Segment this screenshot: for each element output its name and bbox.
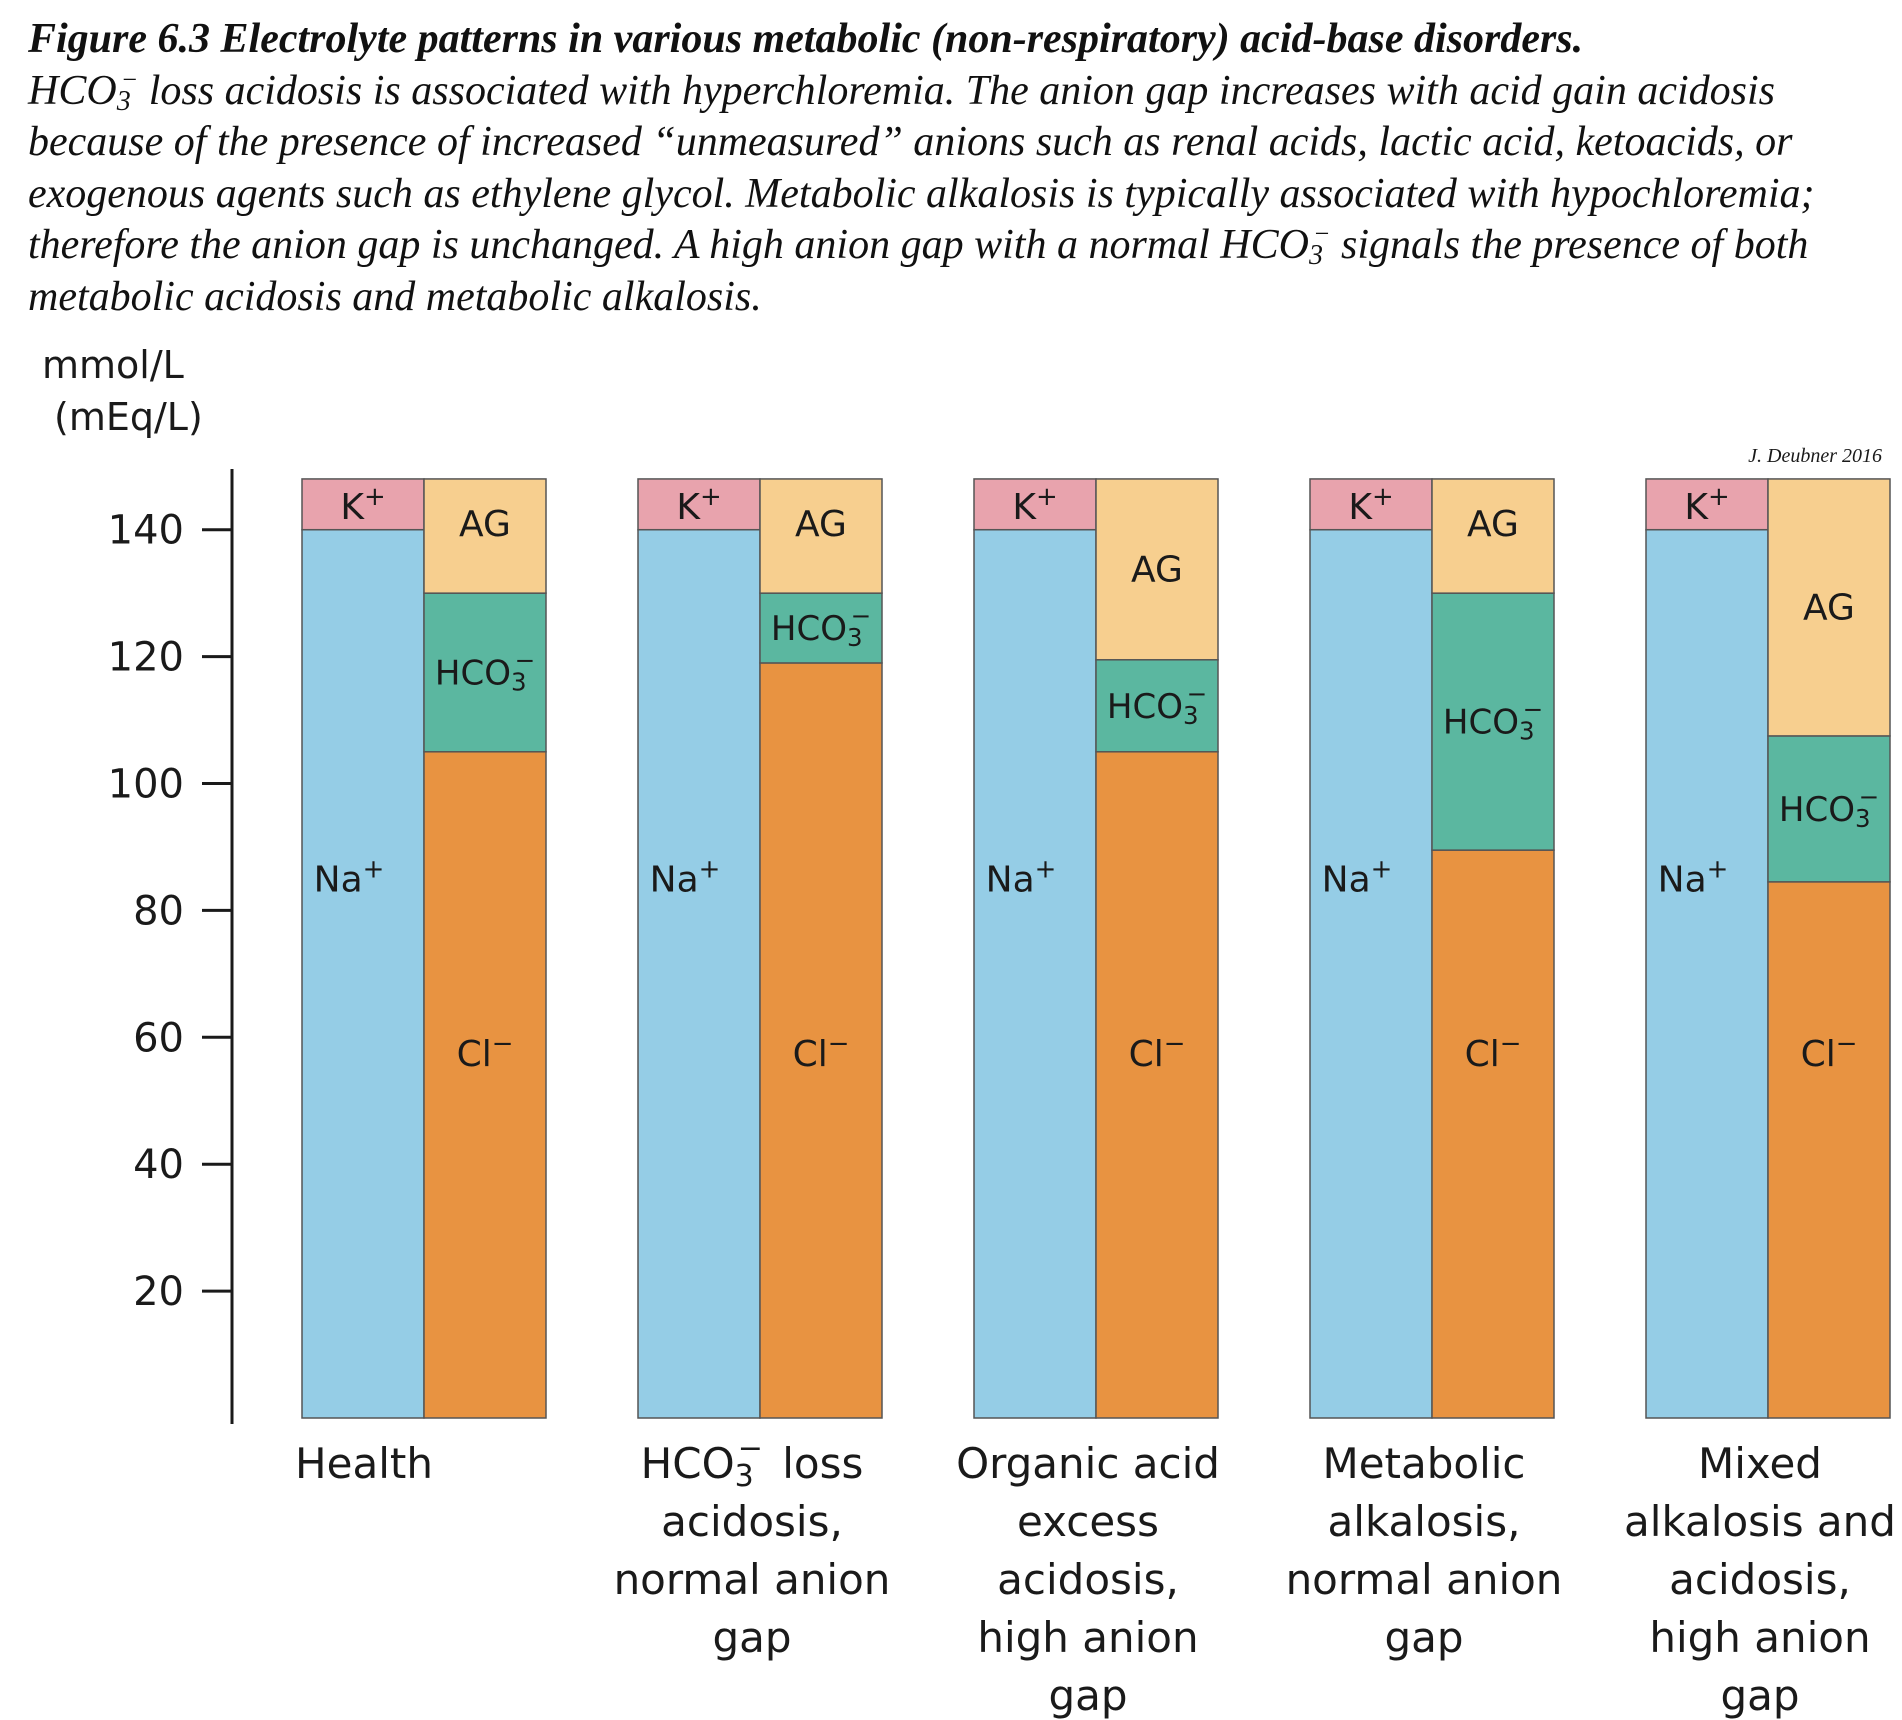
category-label-line: HCO3− loss <box>641 1431 864 1494</box>
y-tick-label: 120 <box>108 635 184 681</box>
bar-group: Na+K+Cl−HCO3−AG <box>637 478 883 1419</box>
segment-label-k: K+ <box>676 482 721 528</box>
bar-segment-na <box>1645 528 1769 1419</box>
bar-group: Na+K+Cl−HCO3−AG <box>973 478 1219 1419</box>
category-label-line: gap <box>1048 1671 1127 1720</box>
caption-fragment: loss acidosis is associated with hyperch… <box>28 67 1815 269</box>
segment-label-na: Na+ <box>314 854 385 900</box>
bar-segment-hco3 <box>423 592 547 753</box>
bar-segment-na <box>637 528 761 1419</box>
bar-segment-ag <box>423 478 547 594</box>
bar-segment-k <box>1309 478 1433 531</box>
bar-segment-na <box>1309 528 1433 1419</box>
category-label-line: gap <box>712 1613 791 1662</box>
segment-label-hco3: HCO3− <box>1779 782 1879 833</box>
bar-group: Na+K+Cl−HCO3−AG <box>1645 478 1891 1419</box>
category-label-line: excess <box>1017 1497 1159 1546</box>
caption-fragment: HCO <box>28 67 117 114</box>
bar-segment-ag <box>1431 478 1555 594</box>
category-label-line: Health <box>295 1439 433 1488</box>
bar-segment-hco3 <box>1767 735 1891 883</box>
segment-label-k: K+ <box>1348 482 1393 528</box>
bar-segment-k <box>637 478 761 531</box>
category-label-line: normal anion <box>614 1555 891 1604</box>
segment-label-ag: AG <box>1467 504 1519 545</box>
segment-label-ag: AG <box>1131 549 1183 590</box>
caption-fragment: 3 <box>1308 240 1323 271</box>
segment-label-k: K+ <box>1684 482 1729 528</box>
category-label-line: acidosis, <box>997 1555 1179 1604</box>
category-label-line: Mixed <box>1698 1439 1822 1488</box>
bar-segment-na <box>973 528 1097 1419</box>
y-tick-label: 80 <box>133 888 184 934</box>
y-axis-unit-label: (mEq/L) <box>54 395 203 439</box>
bar-segment-cl <box>1431 849 1555 1419</box>
figure-caption: Figure 6.3 Electrolyte patterns in vario… <box>28 14 1868 323</box>
segment-label-hco3: HCO3− <box>435 645 535 696</box>
y-axis: 20 40 60 80 100 120 140 mmol/L (mEq/L) <box>42 343 234 1424</box>
category-label-line: gap <box>1384 1613 1463 1662</box>
caption-fragment: 3 <box>116 85 131 117</box>
bar-segment-ag <box>759 478 883 594</box>
y-axis-unit-label: mmol/L <box>42 343 184 387</box>
caption-fragment: − <box>120 64 139 94</box>
bar-segment-cl <box>1767 881 1891 1419</box>
category-label-line: alkalosis, <box>1328 1497 1521 1546</box>
segment-label-na: Na+ <box>986 854 1057 900</box>
category-label-line: high anion <box>977 1613 1198 1662</box>
bars-area: Na+K+Cl−HCO3−AGNa+K+Cl−HCO3−AGNa+K+Cl−HC… <box>301 478 1891 1419</box>
segment-label-ag: AG <box>459 504 511 545</box>
y-tick-label: 100 <box>108 762 184 808</box>
y-tick-label: 140 <box>108 508 184 554</box>
bar-segment-hco3 <box>1431 592 1555 851</box>
bar-segment-k <box>973 478 1097 531</box>
segment-label-ag: AG <box>795 504 847 545</box>
category-label-line: gap <box>1720 1671 1799 1720</box>
y-tick-label: 60 <box>133 1015 184 1061</box>
segment-label-cl: Cl− <box>457 1029 514 1075</box>
figure-title: Figure 6.3 Electrolyte patterns in vario… <box>28 16 1584 62</box>
segment-label-ag: AG <box>1803 587 1855 628</box>
category-label-line: normal anion <box>1286 1555 1563 1604</box>
bar-segment-cl <box>423 751 547 1419</box>
category-label-line: Organic acid <box>956 1439 1220 1488</box>
category-label-line: acidosis, <box>661 1497 843 1546</box>
bar-segment-cl <box>1095 751 1219 1419</box>
segment-label-hco3: HCO3− <box>771 601 871 652</box>
bar-segment-ag <box>1767 478 1891 737</box>
figure-caption-body: HCO3− loss acidosis is associated with h… <box>28 64 1815 320</box>
bar-segment-ag <box>1095 478 1219 661</box>
bar-segment-k <box>1645 478 1769 531</box>
segment-label-hco3: HCO3− <box>1443 695 1543 746</box>
category-label-line: high anion <box>1649 1613 1870 1662</box>
category-label-line: acidosis, <box>1669 1555 1851 1604</box>
caption-fragment: signals the presence of both metabolic a… <box>28 222 1809 320</box>
y-tick-label: 20 <box>133 1269 184 1315</box>
y-tick-label: 40 <box>133 1142 184 1188</box>
segment-label-cl: Cl− <box>1801 1029 1858 1075</box>
bar-segment-hco3 <box>759 592 883 664</box>
category-label-line: Metabolic <box>1322 1439 1525 1488</box>
caption-fragment: − <box>1312 219 1331 248</box>
segment-label-hco3: HCO3− <box>1107 679 1207 730</box>
bar-group: Na+K+Cl−HCO3−AG <box>1309 478 1555 1419</box>
category-label-line: alkalosis and <box>1624 1497 1896 1546</box>
bar-segment-na <box>301 528 425 1419</box>
bar-group: Na+K+Cl−HCO3−AG <box>301 478 547 1419</box>
bar-segment-cl <box>759 662 883 1419</box>
author-credit: J. Deubner 2016 <box>1748 445 1882 467</box>
